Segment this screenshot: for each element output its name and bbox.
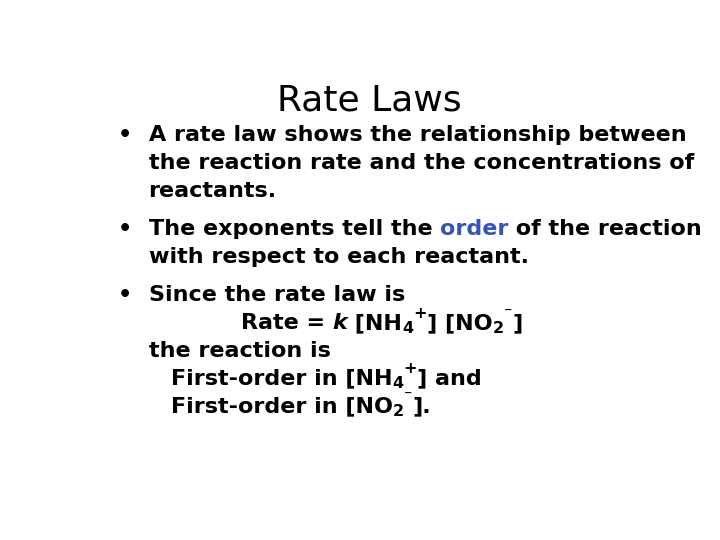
Text: •: •	[118, 285, 132, 305]
Text: ⁻: ⁻	[404, 389, 413, 404]
Text: [NH: [NH	[347, 313, 402, 333]
Text: ] [NO: ] [NO	[427, 313, 492, 333]
Text: ].: ].	[413, 396, 431, 416]
Text: Rate =: Rate =	[240, 313, 333, 333]
Text: A rate law shows the relationship between: A rate law shows the relationship betwee…	[148, 125, 686, 145]
Text: 2: 2	[492, 321, 503, 335]
Text: +: +	[413, 306, 427, 321]
Text: reactants.: reactants.	[148, 181, 276, 201]
Text: •: •	[118, 219, 132, 239]
Text: 4: 4	[392, 376, 403, 392]
Text: Rate Laws: Rate Laws	[276, 84, 462, 118]
Text: +: +	[403, 361, 417, 376]
Text: ⁻: ⁻	[503, 306, 512, 321]
Text: •: •	[118, 125, 132, 145]
Text: 2: 2	[393, 404, 404, 419]
Text: order: order	[440, 219, 508, 239]
Text: 4: 4	[402, 321, 413, 335]
Text: ] and: ] and	[417, 369, 482, 389]
Text: First-order in [NH: First-order in [NH	[171, 369, 392, 389]
Text: k: k	[333, 313, 347, 333]
Text: of the reaction: of the reaction	[508, 219, 702, 239]
Text: with respect to each reactant.: with respect to each reactant.	[148, 247, 528, 267]
Text: First-order in [NO: First-order in [NO	[171, 396, 393, 416]
Text: ]: ]	[512, 313, 522, 333]
Text: the reaction is: the reaction is	[148, 341, 330, 361]
Text: the reaction rate and the concentrations of: the reaction rate and the concentrations…	[148, 153, 694, 173]
Text: Since the rate law is: Since the rate law is	[148, 285, 405, 305]
Text: The exponents tell the: The exponents tell the	[148, 219, 440, 239]
